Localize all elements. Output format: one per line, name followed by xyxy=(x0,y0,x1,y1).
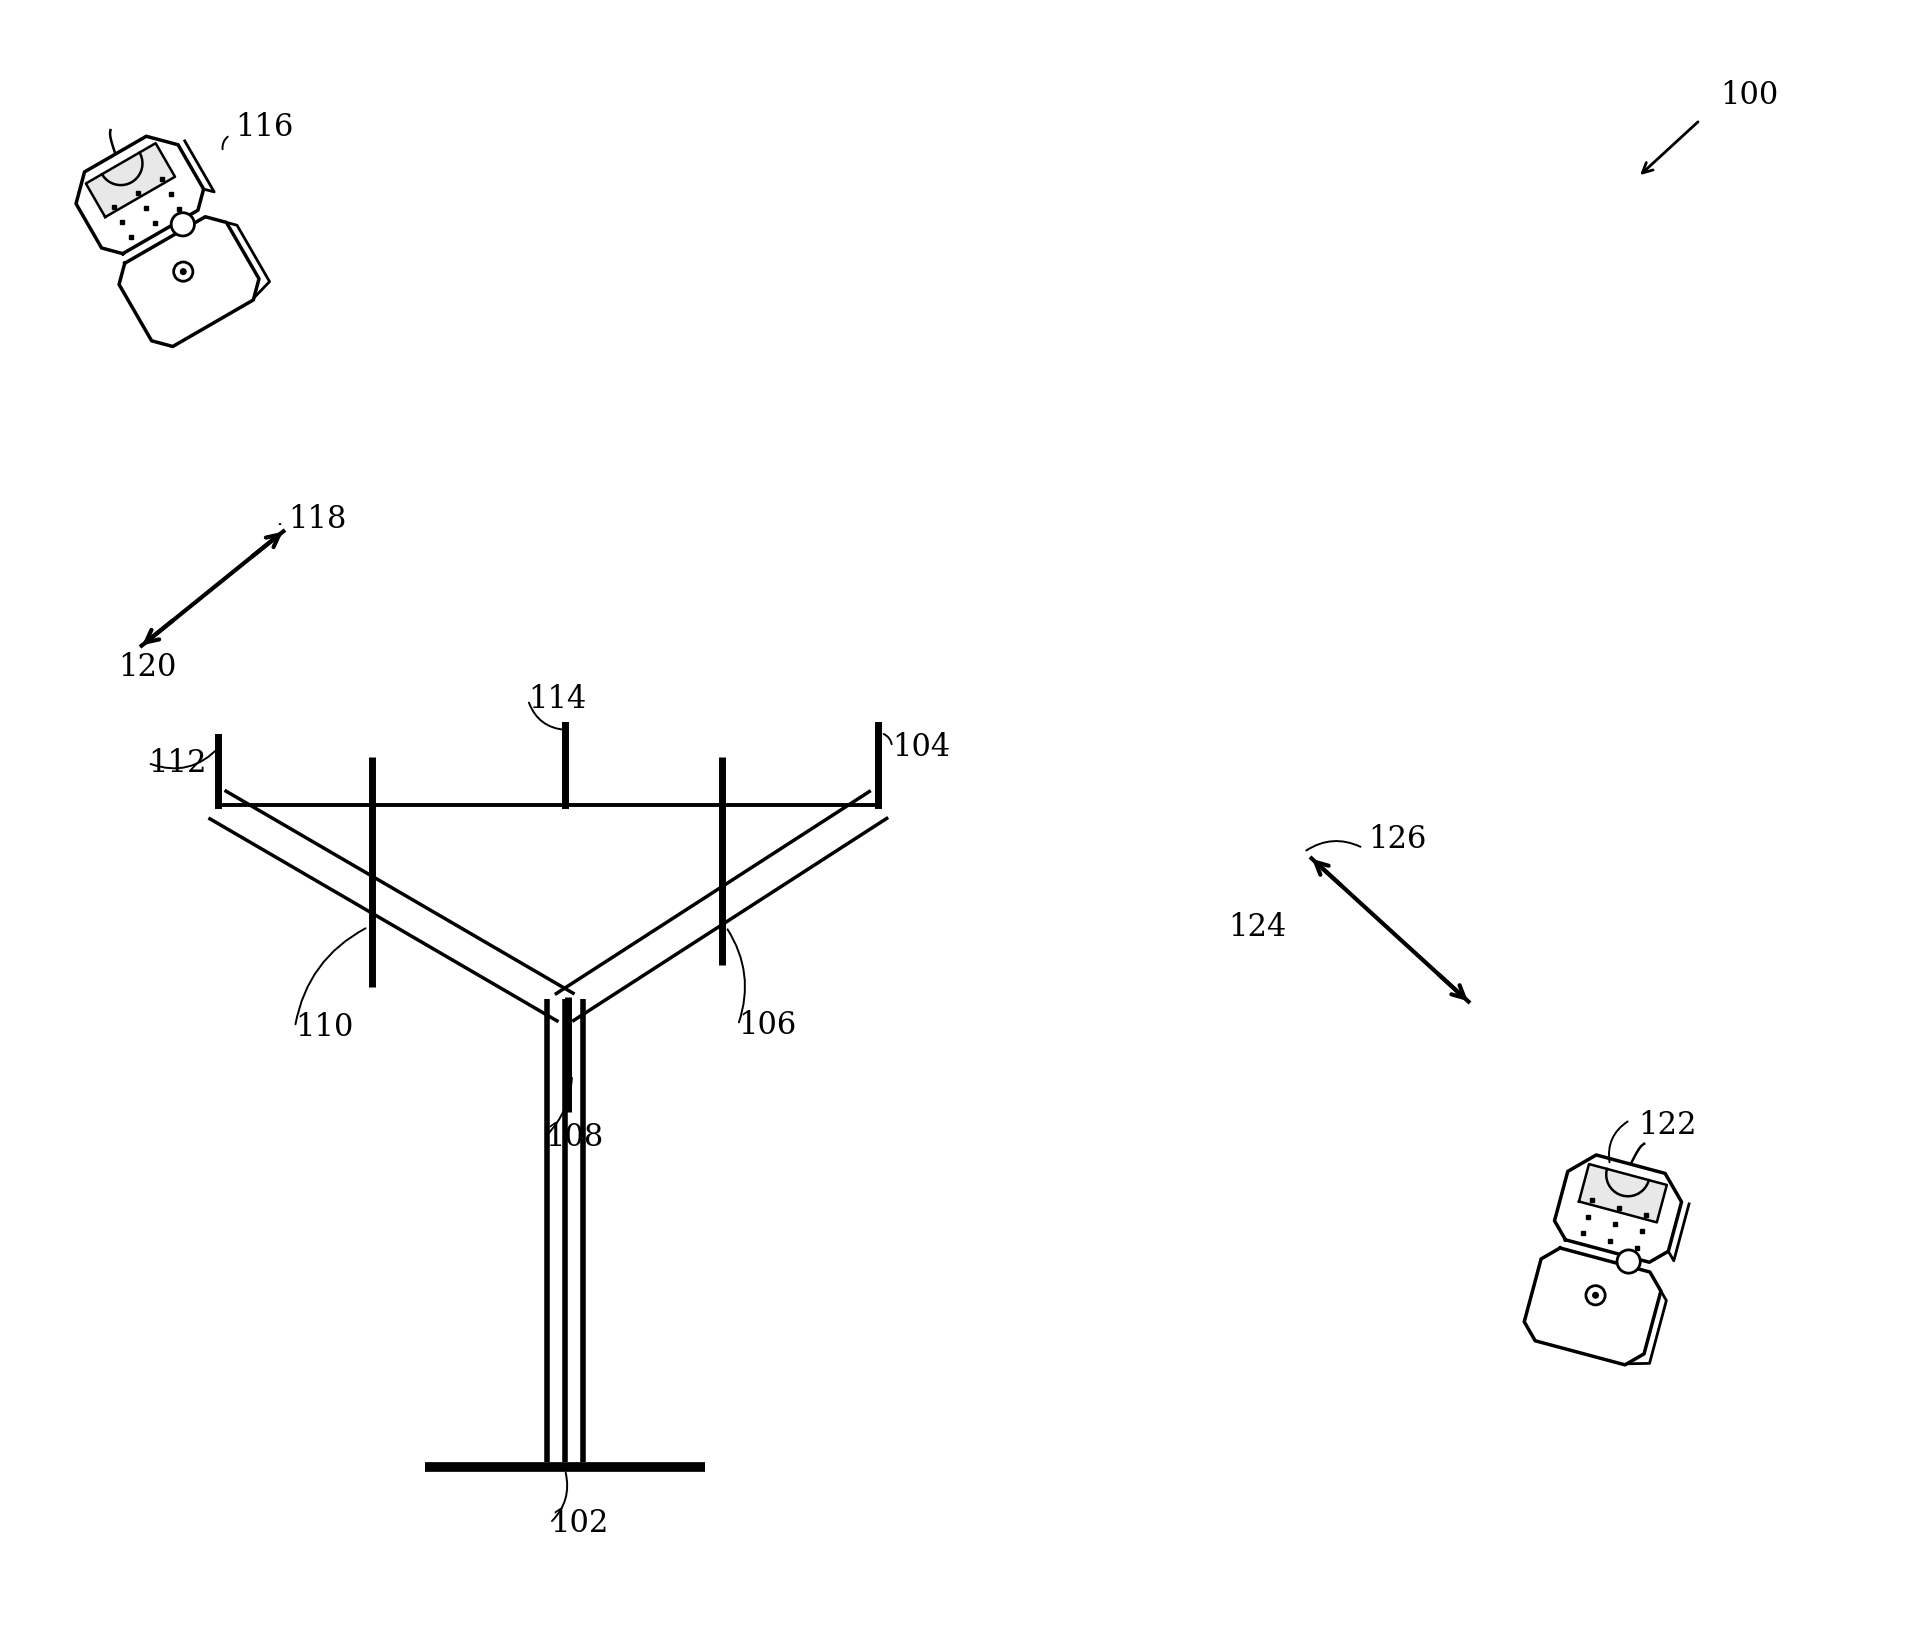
Text: 112: 112 xyxy=(148,748,207,778)
Text: 106: 106 xyxy=(737,1009,797,1040)
Polygon shape xyxy=(77,136,204,254)
Text: 110: 110 xyxy=(296,1011,353,1043)
Text: 114: 114 xyxy=(528,684,586,715)
Circle shape xyxy=(1617,1250,1640,1272)
Text: 120: 120 xyxy=(117,652,177,682)
Text: 108: 108 xyxy=(545,1121,603,1152)
Text: 122: 122 xyxy=(1638,1110,1697,1141)
Text: 124: 124 xyxy=(1229,912,1286,942)
Circle shape xyxy=(173,262,192,281)
Circle shape xyxy=(171,213,194,236)
Polygon shape xyxy=(1578,1164,1667,1222)
Circle shape xyxy=(1594,1292,1597,1298)
Text: 102: 102 xyxy=(549,1508,609,1539)
Polygon shape xyxy=(1524,1248,1661,1365)
Polygon shape xyxy=(119,216,259,346)
Circle shape xyxy=(180,268,186,275)
Circle shape xyxy=(1586,1285,1605,1305)
Polygon shape xyxy=(86,143,175,218)
Text: 104: 104 xyxy=(893,731,950,762)
Text: 126: 126 xyxy=(1369,824,1427,855)
Text: 118: 118 xyxy=(288,504,346,536)
Text: 116: 116 xyxy=(234,112,294,143)
Polygon shape xyxy=(1555,1155,1682,1263)
Text: 100: 100 xyxy=(1720,80,1778,110)
